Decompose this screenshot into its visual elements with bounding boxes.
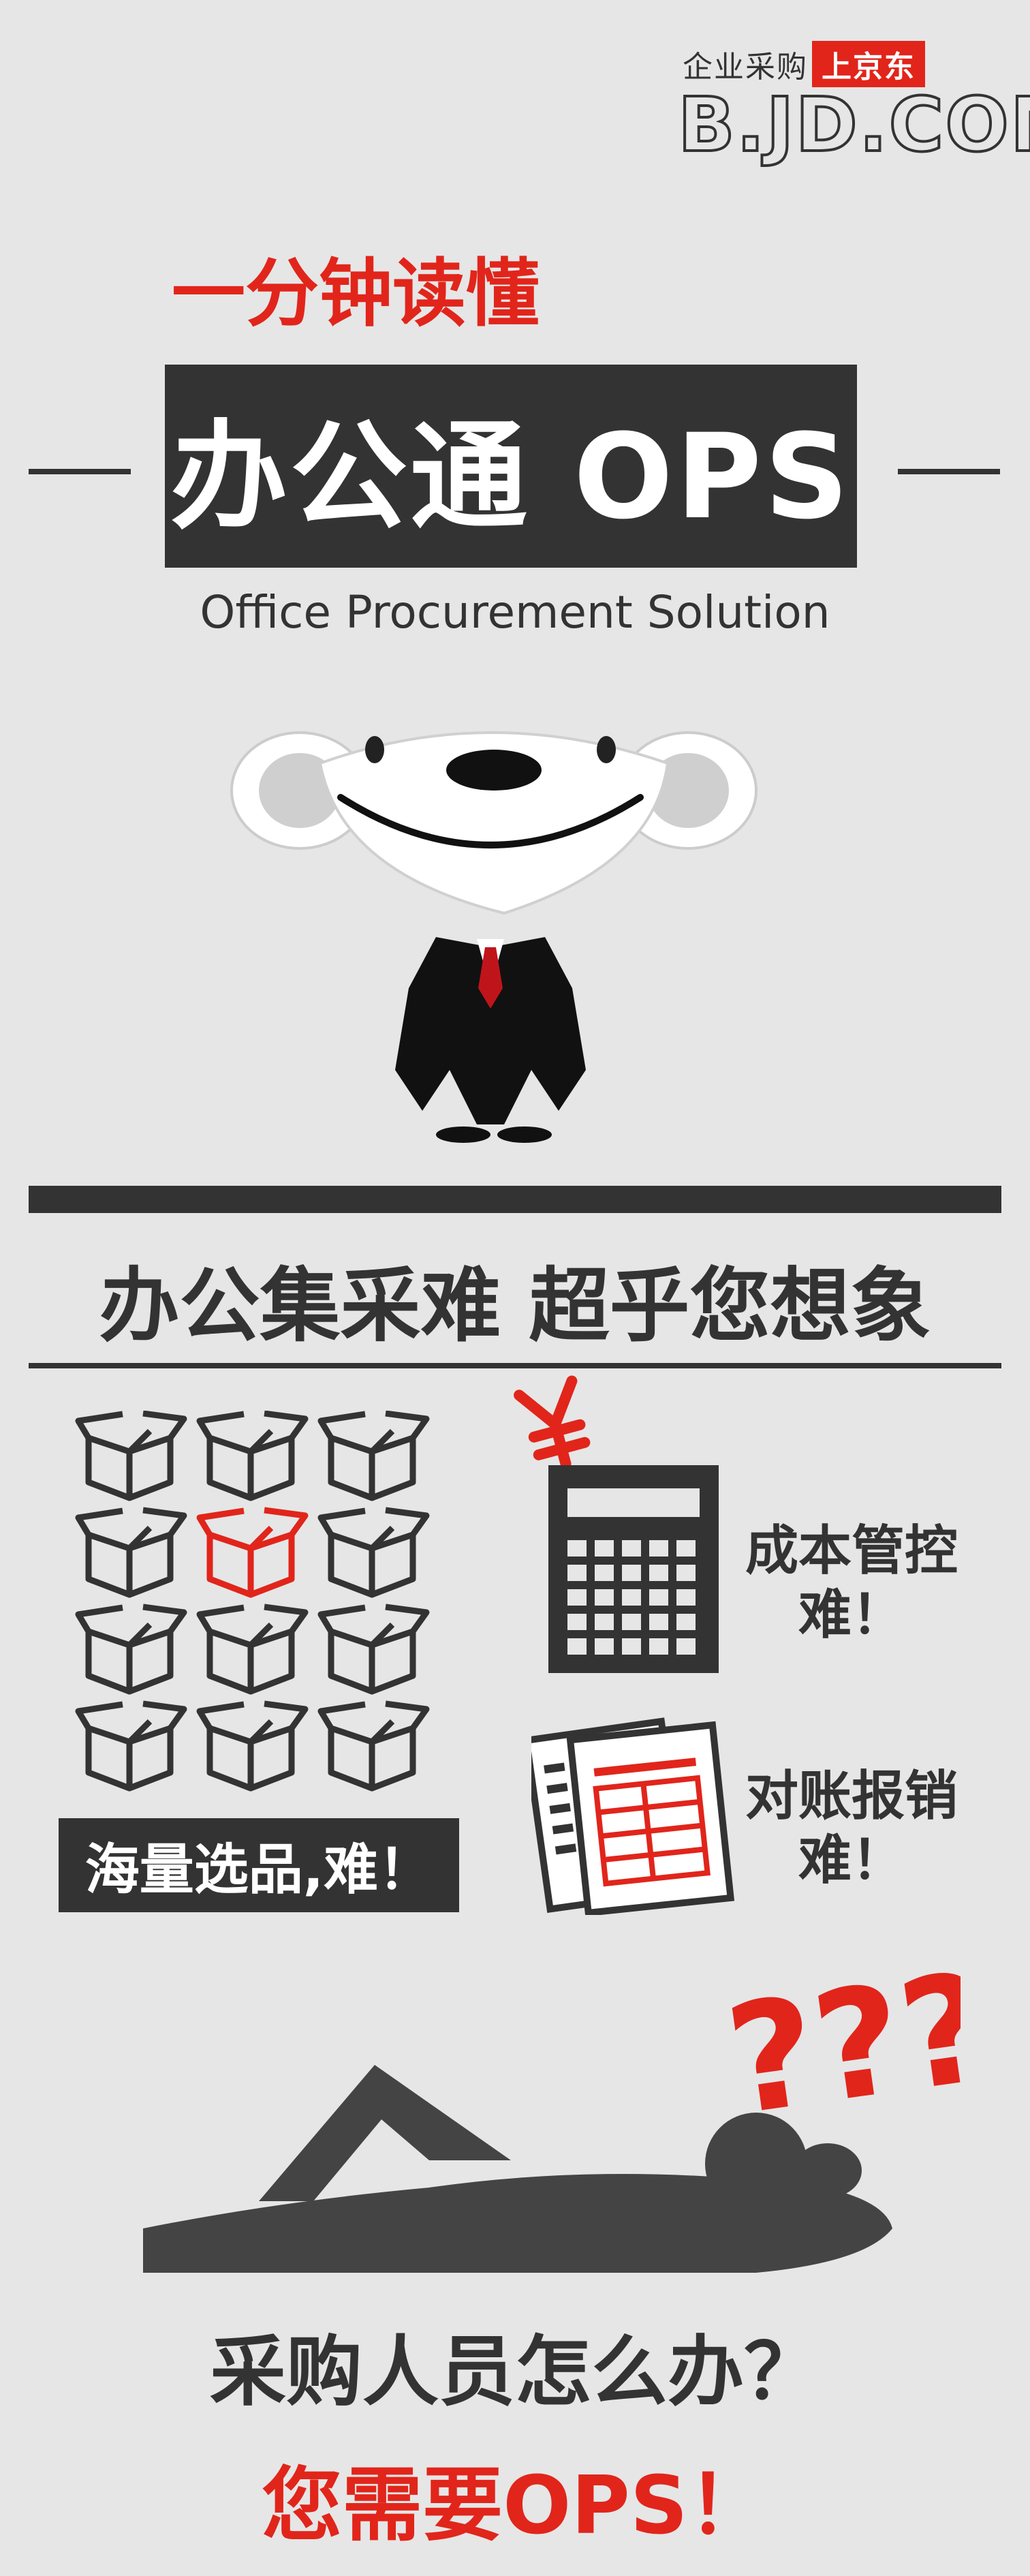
reconciliation-line2: 难！ bbox=[798, 1829, 905, 1891]
box-icon bbox=[317, 1604, 430, 1695]
cost-control-text: 成本管控 难！ bbox=[736, 1520, 967, 1647]
hero-subtitle: Office Procurement Solution bbox=[200, 586, 830, 639]
calculator-key bbox=[595, 1614, 614, 1630]
calculator-key bbox=[567, 1540, 587, 1557]
yen-icon bbox=[514, 1375, 591, 1469]
calculator-key bbox=[595, 1638, 614, 1655]
calculator-icon bbox=[548, 1465, 719, 1673]
section-bar-bottom bbox=[29, 1363, 1001, 1368]
section-bar-top bbox=[29, 1186, 1001, 1213]
lying-person-icon bbox=[143, 2065, 892, 2273]
cost-control-line2: 难！ bbox=[798, 1584, 905, 1646]
hero-title-box: 办公通 OPS bbox=[165, 365, 857, 568]
box-icon bbox=[75, 1411, 187, 1501]
box-icon bbox=[317, 1507, 430, 1598]
box-icon bbox=[196, 1411, 309, 1501]
closing-question: 采购人员怎么办？ bbox=[210, 2328, 820, 2417]
document-icon bbox=[531, 1717, 735, 1915]
box-icon bbox=[75, 1604, 187, 1695]
calculator-key bbox=[676, 1565, 696, 1581]
box-icon bbox=[196, 1507, 309, 1598]
calculator-key bbox=[595, 1565, 614, 1581]
calculator-key bbox=[676, 1638, 696, 1655]
calculator-key bbox=[649, 1638, 668, 1655]
calculator-key bbox=[622, 1589, 641, 1606]
calculator-key bbox=[622, 1638, 641, 1655]
section-headline: 办公集采难 超乎您想象 bbox=[99, 1259, 931, 1353]
calculator-key bbox=[649, 1540, 668, 1557]
brand-tagline-text: 企业采购 bbox=[683, 50, 808, 85]
hero-title: 办公通 OPS bbox=[170, 408, 852, 545]
reconciliation-line1: 对账报销 bbox=[745, 1766, 958, 1827]
mascot-icon bbox=[230, 731, 758, 1143]
calculator-key bbox=[649, 1614, 668, 1630]
svg-text:???: ??? bbox=[717, 1969, 961, 2126]
calculator-key bbox=[567, 1614, 587, 1630]
reconciliation-text: 对账报销 难！ bbox=[736, 1765, 967, 1892]
box-icon bbox=[196, 1604, 309, 1695]
calculator-key bbox=[676, 1614, 696, 1630]
cost-control-line1: 成本管控 bbox=[745, 1520, 958, 1582]
box-icon bbox=[196, 1700, 309, 1792]
calculator-key bbox=[567, 1589, 587, 1606]
question-marks-icon: ??? bbox=[717, 1969, 961, 2126]
calculator-key bbox=[649, 1589, 668, 1606]
brand-tagline: 企业采购 上京东 bbox=[683, 41, 925, 87]
calculator-key bbox=[567, 1638, 587, 1655]
calculator-key bbox=[595, 1589, 614, 1606]
calculator-key bbox=[622, 1614, 641, 1630]
selection-label: 海量选品,难！ bbox=[59, 1818, 459, 1912]
box-icon bbox=[75, 1411, 430, 1792]
hero-kicker: 一分钟读懂 bbox=[172, 251, 540, 337]
calculator-key bbox=[622, 1565, 641, 1581]
brand-tagline-badge: 上京东 bbox=[812, 41, 925, 87]
calculator-key bbox=[567, 1565, 587, 1581]
calculator-key bbox=[676, 1589, 696, 1606]
box-icon bbox=[317, 1700, 430, 1792]
calculator-key bbox=[595, 1540, 614, 1557]
calculator-key bbox=[649, 1565, 668, 1581]
box-icon bbox=[75, 1700, 187, 1792]
brand-domain: B.JD.COM bbox=[676, 81, 1030, 168]
title-dash-left bbox=[29, 469, 131, 474]
closing-answer: 您需要OPS！ bbox=[262, 2458, 768, 2552]
title-dash-right bbox=[898, 469, 1000, 474]
calculator-key bbox=[622, 1540, 641, 1557]
calculator-key bbox=[676, 1540, 696, 1557]
box-icon bbox=[317, 1411, 430, 1501]
box-icon bbox=[75, 1507, 187, 1598]
